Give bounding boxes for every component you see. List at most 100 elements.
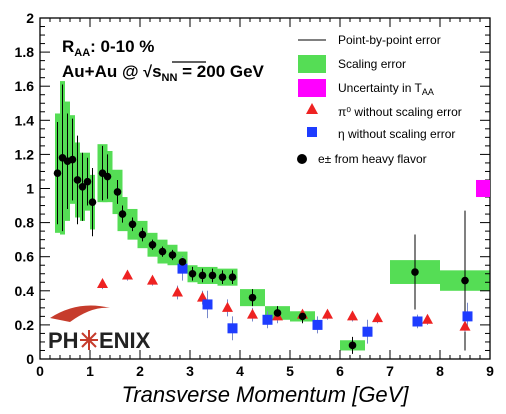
heavy-flavor-point (148, 240, 157, 249)
legend-scaling-symbol (298, 55, 326, 73)
x-axis-label: Transverse Momentum [GeV] (122, 382, 410, 407)
legend: Point-by-point error Scaling error Uncer… (297, 33, 462, 166)
heavy-flavor-point (248, 293, 257, 302)
uncertainty-box (476, 179, 490, 198)
legend-pi0-symbol (306, 103, 318, 114)
pi0-point (172, 286, 183, 297)
heavy-flavor-point (218, 273, 227, 281)
logo-star-icon (80, 330, 98, 350)
heavy-flavor-point (228, 273, 237, 281)
eta-point (177, 263, 188, 274)
heavy-flavor-point (411, 268, 419, 276)
heavy-flavor-point (88, 198, 97, 206)
legend-eta-symbol (307, 127, 317, 137)
heavy-flavor-point (113, 188, 122, 196)
collision-system-annotation: Au+Au @ √sNN = 200 GeV (62, 62, 265, 84)
energy-subscript: NN (162, 72, 178, 84)
phenix-logo: PH ENIX (48, 305, 151, 353)
heavy-flavor-point (138, 230, 147, 239)
x-tick-label: 0 (36, 363, 44, 379)
pi0-point (372, 312, 383, 323)
legend-scaling-label: Scaling error (338, 57, 406, 71)
heavy-flavor-point (168, 251, 177, 259)
pi0-point (222, 301, 233, 312)
x-tick-label: 2 (136, 363, 144, 379)
eta-point (262, 314, 273, 325)
heavy-flavor-point (158, 247, 167, 256)
heavy-flavor-point (78, 182, 87, 191)
data-markers (53, 154, 473, 350)
pi0-point (459, 320, 471, 331)
pi0-point (322, 308, 333, 319)
tick-labels: 0 1 2 3 4 5 6 7 8 9 0 0.2 0.4 0.6 0.8 1 1.2 1.4 1.6 1.8 2 (15, 10, 495, 379)
heavy-flavor-point (208, 271, 217, 280)
heavy-flavor-point (118, 210, 127, 218)
legend-heavy-symbol (297, 154, 307, 164)
energy-value: = 200 GeV (177, 62, 264, 81)
y-tick-label: 1.8 (15, 44, 35, 60)
heavy-flavor-point (68, 155, 77, 164)
y-tick-label: 0.2 (15, 317, 35, 333)
pi0-point (197, 291, 208, 302)
raa-annotation: RAA: 0-10 % (62, 37, 154, 59)
raa-symbol: R (62, 37, 74, 56)
legend-uncertainty-label: Uncertainty in TAA (338, 81, 434, 97)
heavy-flavor-point (273, 309, 282, 317)
pi0-point (422, 313, 433, 324)
x-tick-label: 4 (236, 363, 244, 379)
y-tick-label: 0.4 (15, 283, 35, 299)
pi0-point (247, 308, 258, 319)
sqrt-sign: √ (143, 64, 152, 81)
heavy-flavor-point (348, 341, 357, 350)
heavy-flavor-point (53, 169, 62, 177)
raa-centrality: : 0-10 % (90, 37, 154, 56)
heavy-flavor-point (461, 276, 469, 285)
y-tick-label: 2 (26, 10, 34, 26)
x-tick-label: 9 (486, 363, 494, 379)
logo-swoosh (50, 305, 110, 322)
x-tick-label: 6 (336, 363, 344, 379)
heavy-flavor-point (103, 172, 112, 181)
axis-ticks (39, 17, 491, 360)
y-tick-label: 1.4 (15, 112, 35, 128)
heavy-flavor-point (198, 271, 207, 280)
pi0-point (147, 274, 158, 285)
legend-uncertainty-symbol (298, 79, 326, 97)
y-tick-label: 0.6 (15, 249, 35, 265)
eta-point (312, 319, 323, 330)
pi0-point (347, 310, 358, 321)
heavy-flavor-point (83, 177, 92, 186)
raa-subscript: AA (74, 47, 90, 59)
pi0-point (122, 269, 133, 280)
legend-line-label: Point-by-point error (338, 33, 441, 47)
eta-point (362, 326, 373, 337)
heavy-flavor-point (298, 312, 307, 321)
x-tick-label: 1 (86, 363, 94, 379)
system-label: Au+Au @ (62, 62, 143, 81)
y-tick-label: 1.2 (15, 146, 35, 162)
logo-text-end: ENIX (99, 328, 151, 353)
x-tick-label: 3 (186, 363, 194, 379)
legend-eta-label: η without scaling error (338, 127, 455, 141)
heavy-flavor-point (188, 269, 197, 278)
heavy-flavor-point (128, 220, 137, 229)
x-tick-label: 5 (286, 363, 294, 379)
eta-point (462, 311, 473, 322)
legend-pi0-label: π⁰ without scaling error (338, 105, 462, 119)
y-tick-label: 1 (26, 181, 34, 197)
heavy-flavor-point (73, 176, 82, 184)
eta-point (412, 316, 423, 327)
legend-heavy-label: e± from heavy flavor (318, 152, 427, 166)
logo-text-start: PH (48, 328, 79, 353)
pi0-point (97, 277, 108, 288)
x-tick-label: 8 (436, 363, 444, 379)
x-tick-label: 7 (386, 363, 394, 379)
energy-symbol: s (152, 62, 161, 81)
heavy-flavor-point (178, 258, 187, 266)
eta-point (227, 323, 238, 334)
y-tick-label: 0 (26, 351, 34, 367)
eta-point (202, 299, 213, 310)
y-tick-label: 1.6 (15, 78, 35, 94)
y-tick-label: 0.8 (15, 215, 35, 231)
